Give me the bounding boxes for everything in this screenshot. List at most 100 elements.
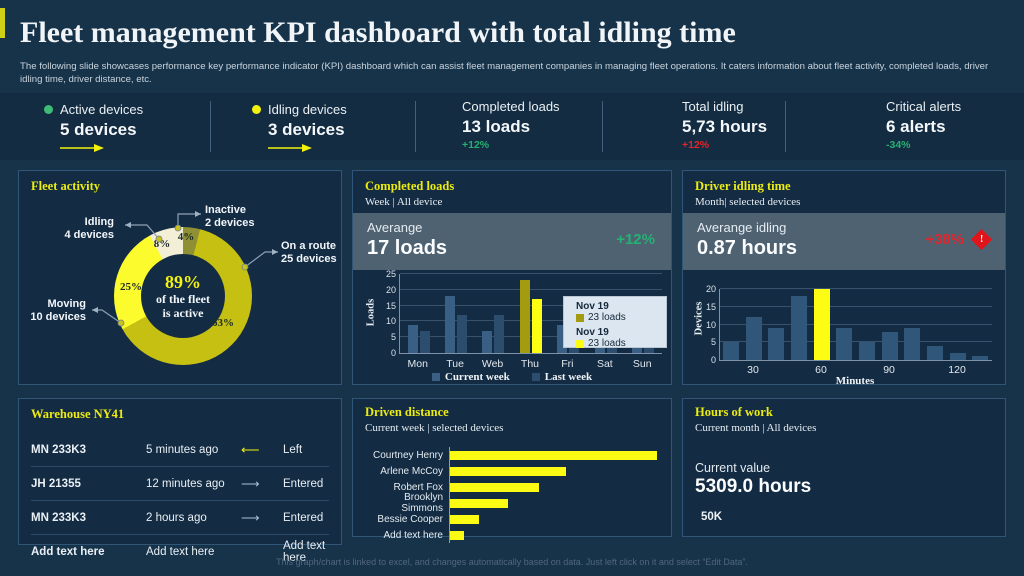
bar-current-week xyxy=(557,324,568,353)
panel-title: Warehouse NY41 xyxy=(31,407,125,421)
legend-item: Current week xyxy=(431,371,510,383)
driver-name: Brooklyn Simmons xyxy=(401,492,443,514)
callout-count: 25 devices xyxy=(281,253,337,266)
gridline xyxy=(720,305,992,307)
callout-label: On a route xyxy=(281,240,337,252)
tooltip-date: Nov 19 xyxy=(576,327,609,338)
summary-value: 0.87 hours xyxy=(697,237,798,259)
bar-track xyxy=(449,527,657,543)
bar-track xyxy=(449,447,657,463)
bar xyxy=(745,317,762,360)
bar xyxy=(813,289,830,360)
panel-subtitle: Month| selected devices xyxy=(695,196,801,208)
event-time: Add text here xyxy=(146,545,215,558)
tooltip-value: 23 loads xyxy=(588,312,626,323)
callout-moving: Moving 10 devices xyxy=(30,298,86,324)
gridline xyxy=(400,273,662,274)
x-tick-label: Sat xyxy=(596,358,613,370)
vehicle-plate: MN 233K3 xyxy=(31,443,86,456)
callout-label: Idling xyxy=(84,216,114,228)
x-tick-label: Fri xyxy=(561,358,574,370)
y-tick-label: 20 xyxy=(705,284,716,294)
driver-name: Bessie Cooper xyxy=(377,513,443,525)
chart-legend: Current week Last week xyxy=(353,371,671,383)
tooltip-swatch xyxy=(576,339,584,348)
tooltip-swatch xyxy=(576,313,584,322)
x-tick-label: 90 xyxy=(883,364,895,376)
bar-track xyxy=(449,463,657,479)
table-row: Add text here Add text here Add text here xyxy=(31,535,329,568)
fleet-donut xyxy=(114,227,252,365)
panel-fleet-activity: Fleet activity 89% of the fleet is activ… xyxy=(18,170,342,385)
y-tick-label: 20 xyxy=(385,284,396,295)
kpi-value: 5,73 hours xyxy=(682,117,768,136)
distance-bar xyxy=(450,482,539,492)
kpi-value: 13 loads xyxy=(462,117,531,136)
tooltip-value: 23 loads xyxy=(588,338,626,349)
legend-swatch xyxy=(531,373,540,381)
bar xyxy=(972,356,989,360)
gridline xyxy=(720,323,992,325)
distance-bar xyxy=(450,530,465,540)
trend-arrow-icon xyxy=(60,144,104,152)
callout-count: 10 devices xyxy=(30,311,86,324)
exclamation-mark: ! xyxy=(979,234,984,245)
panel-subtitle: Week | All device xyxy=(365,196,443,208)
summary-value: 17 loads xyxy=(367,237,448,259)
footer-note: This graph/chart is linked to excel, and… xyxy=(276,557,748,567)
kpi-delta: +12% xyxy=(462,139,490,151)
kpi-band: Active devices 5 devices Idling devices … xyxy=(0,93,1024,160)
kpi-completed-loads: Completed loads 13 loads +12% xyxy=(462,99,560,151)
y-tick-label: 5 xyxy=(390,332,396,343)
pct-inactive: 4% xyxy=(177,231,195,243)
tooltip-date: Nov 19 xyxy=(576,301,609,312)
y-axis-title: Loads xyxy=(365,298,377,327)
active-devices-dot-icon xyxy=(44,105,53,114)
callout-idling: Idling 4 devices xyxy=(64,216,114,242)
distance-bar xyxy=(450,514,479,524)
kpi-divider xyxy=(415,101,416,152)
arrow-left-icon: ⟵ xyxy=(241,441,260,457)
distance-row: Brooklyn Simmons xyxy=(365,492,657,514)
legend-label: Current week xyxy=(444,371,510,383)
summary-label: Averange xyxy=(367,220,423,235)
distance-bar xyxy=(450,466,566,476)
x-tick-label: Tue xyxy=(446,358,464,370)
kpi-idling-devices: Idling devices 3 devices xyxy=(252,102,347,153)
table-row: JH 21355 12 minutes ago ⟶ Entered xyxy=(31,467,329,501)
panel-driver-idling: Driver idling time Month| selected devic… xyxy=(682,170,1006,387)
summary-delta-text: +38% xyxy=(925,231,964,248)
callout-route: On a route 25 devices xyxy=(281,240,337,266)
vehicle-plate: Add text here xyxy=(31,545,105,558)
y-tick-label: 10 xyxy=(385,316,396,327)
donut-connector-lines xyxy=(92,211,278,327)
panel-title: Driven distance xyxy=(365,405,449,419)
gridline xyxy=(400,288,662,290)
bar xyxy=(791,296,807,360)
panel-completed-loads: Completed loads Week | All device Averan… xyxy=(352,170,672,385)
page-title: Fleet management KPI dashboard with tota… xyxy=(20,16,736,49)
donut-hole xyxy=(141,254,225,338)
bar xyxy=(723,342,739,360)
kpi-label: Idling devices xyxy=(268,102,347,117)
panel-subtitle: Current week | selected devices xyxy=(365,422,504,434)
vehicle-plate: MN 233K3 xyxy=(31,511,86,524)
pct-moving: 25% xyxy=(120,281,142,293)
y-tick-label: 15 xyxy=(705,301,716,312)
panel-hours-of-work: Hours of work Current month | All device… xyxy=(682,398,1006,537)
y-tick-label: 25 xyxy=(385,269,396,279)
callout-label: Moving xyxy=(47,298,87,310)
bar-track xyxy=(449,495,657,511)
y-tick-label: 5 xyxy=(710,337,716,348)
chart-tooltip: Nov 19 23 loads Nov 19 23 loads xyxy=(563,296,667,349)
gridline xyxy=(400,320,662,322)
legend-label: Last week xyxy=(544,371,593,383)
bar-current-week xyxy=(519,280,530,353)
gridline xyxy=(400,336,662,338)
bar-last-week xyxy=(456,315,467,353)
current-value-label: Current value xyxy=(695,461,771,475)
bar-current-week xyxy=(444,296,455,353)
event-status: Entered xyxy=(283,511,324,524)
scale-label: 50K xyxy=(701,511,723,523)
